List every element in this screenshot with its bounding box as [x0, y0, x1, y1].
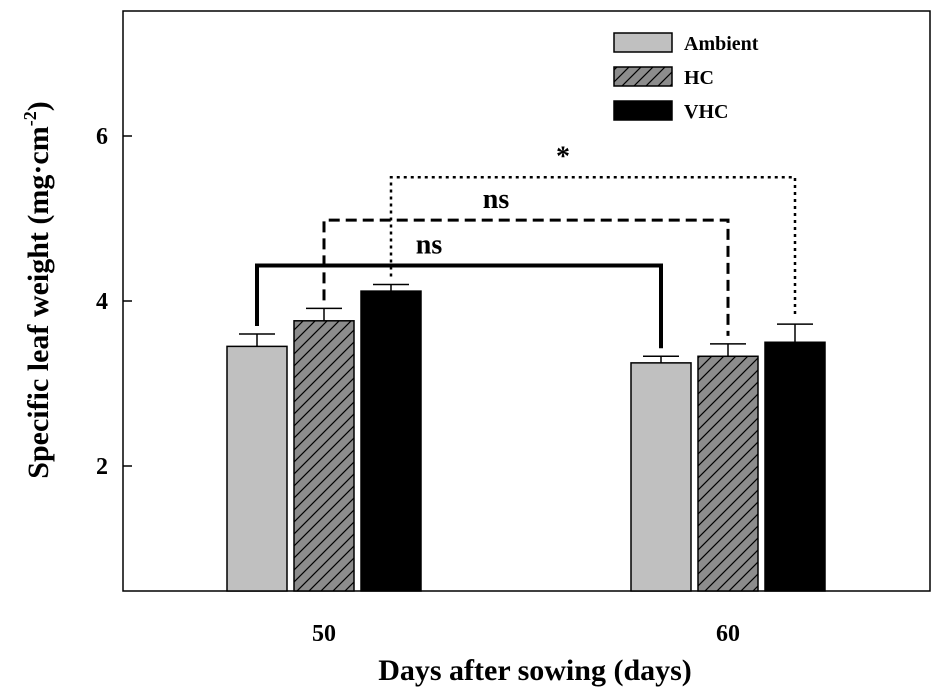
y-tick-label: 4	[96, 289, 108, 315]
y-axis-title-main: Specific leaf weight (mg·cm	[22, 126, 55, 478]
legend-swatch-vhc	[613, 100, 673, 121]
bar-vhc-50	[360, 290, 422, 592]
y-axis-title-close: )	[22, 101, 55, 111]
y-tick-label: 6	[96, 124, 108, 150]
bracket-ambient	[255, 263, 663, 349]
x-axis: 50 60	[312, 621, 740, 647]
bracket-vhc	[389, 176, 797, 317]
bar-ambient-60	[630, 362, 692, 592]
y-axis: 2 4 6	[96, 124, 132, 480]
annotation-vhc: *	[556, 141, 570, 172]
y-axis-title-superscript: -2	[20, 111, 40, 126]
legend: Ambient HC VHC	[613, 32, 759, 123]
y-axis-title: Specific leaf weight (mg·cm-2)	[20, 101, 55, 478]
annotation-ambient: ns	[416, 230, 443, 261]
legend-label-hc: HC	[684, 67, 714, 89]
bar-hc-50	[293, 320, 355, 592]
bar-vhc-60	[764, 341, 826, 592]
y-tick-label: 2	[96, 454, 108, 480]
legend-label-ambient: Ambient	[684, 33, 759, 55]
legend-swatch-hc	[613, 66, 673, 87]
bracket-hc	[322, 218, 730, 336]
x-tick-label: 50	[312, 621, 336, 647]
legend-label-vhc: VHC	[684, 101, 728, 123]
annotation-hc: ns	[483, 184, 510, 215]
legend-swatch-ambient	[613, 32, 673, 53]
x-tick-label: 60	[716, 621, 740, 647]
x-axis-title: Days after sowing (days)	[378, 654, 692, 687]
bar-ambient-50	[226, 345, 288, 592]
significance-brackets: ns ns *	[255, 141, 797, 349]
bar-hc-60	[697, 355, 759, 592]
bars	[226, 283, 826, 592]
